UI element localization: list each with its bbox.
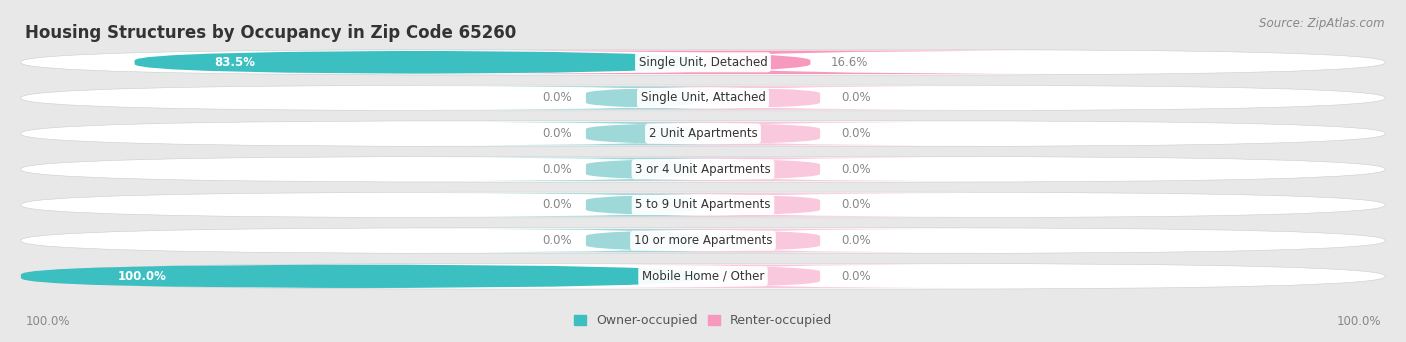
Text: 0.0%: 0.0% bbox=[543, 198, 572, 211]
Text: 0.0%: 0.0% bbox=[543, 91, 572, 104]
FancyBboxPatch shape bbox=[420, 122, 862, 145]
Text: Single Unit, Attached: Single Unit, Attached bbox=[641, 91, 765, 104]
Text: 10 or more Apartments: 10 or more Apartments bbox=[634, 234, 772, 247]
Text: 0.0%: 0.0% bbox=[841, 91, 870, 104]
Text: Single Unit, Detached: Single Unit, Detached bbox=[638, 56, 768, 69]
Text: 2 Unit Apartments: 2 Unit Apartments bbox=[648, 127, 758, 140]
Text: 0.0%: 0.0% bbox=[841, 234, 870, 247]
FancyBboxPatch shape bbox=[544, 193, 986, 217]
FancyBboxPatch shape bbox=[21, 156, 1385, 182]
FancyBboxPatch shape bbox=[21, 192, 1385, 218]
FancyBboxPatch shape bbox=[21, 228, 1385, 253]
Text: 100.0%: 100.0% bbox=[118, 270, 166, 283]
FancyBboxPatch shape bbox=[420, 193, 862, 217]
FancyBboxPatch shape bbox=[544, 229, 986, 252]
FancyBboxPatch shape bbox=[21, 85, 1385, 111]
FancyBboxPatch shape bbox=[544, 264, 986, 288]
Text: 5 to 9 Unit Apartments: 5 to 9 Unit Apartments bbox=[636, 198, 770, 211]
Legend: Owner-occupied, Renter-occupied: Owner-occupied, Renter-occupied bbox=[568, 309, 838, 332]
Text: 0.0%: 0.0% bbox=[841, 127, 870, 140]
FancyBboxPatch shape bbox=[21, 263, 1385, 289]
Text: Housing Structures by Occupancy in Zip Code 65260: Housing Structures by Occupancy in Zip C… bbox=[25, 24, 516, 42]
Text: 0.0%: 0.0% bbox=[841, 198, 870, 211]
FancyBboxPatch shape bbox=[21, 264, 703, 288]
FancyBboxPatch shape bbox=[21, 50, 1385, 75]
Text: 0.0%: 0.0% bbox=[543, 163, 572, 176]
FancyBboxPatch shape bbox=[21, 121, 1385, 146]
FancyBboxPatch shape bbox=[425, 51, 1088, 74]
Text: 100.0%: 100.0% bbox=[1336, 315, 1381, 328]
Text: Source: ZipAtlas.com: Source: ZipAtlas.com bbox=[1260, 17, 1385, 30]
FancyBboxPatch shape bbox=[544, 122, 986, 145]
Text: 0.0%: 0.0% bbox=[543, 234, 572, 247]
Text: 0.0%: 0.0% bbox=[841, 163, 870, 176]
FancyBboxPatch shape bbox=[420, 229, 862, 252]
Text: 0.0%: 0.0% bbox=[543, 127, 572, 140]
Text: Mobile Home / Other: Mobile Home / Other bbox=[641, 270, 765, 283]
FancyBboxPatch shape bbox=[135, 51, 703, 74]
Text: 83.5%: 83.5% bbox=[214, 56, 254, 69]
Text: 100.0%: 100.0% bbox=[25, 315, 70, 328]
FancyBboxPatch shape bbox=[420, 86, 862, 110]
Text: 3 or 4 Unit Apartments: 3 or 4 Unit Apartments bbox=[636, 163, 770, 176]
Text: 0.0%: 0.0% bbox=[841, 270, 870, 283]
FancyBboxPatch shape bbox=[544, 86, 986, 110]
Text: 16.6%: 16.6% bbox=[831, 56, 869, 69]
FancyBboxPatch shape bbox=[544, 158, 986, 181]
FancyBboxPatch shape bbox=[420, 158, 862, 181]
